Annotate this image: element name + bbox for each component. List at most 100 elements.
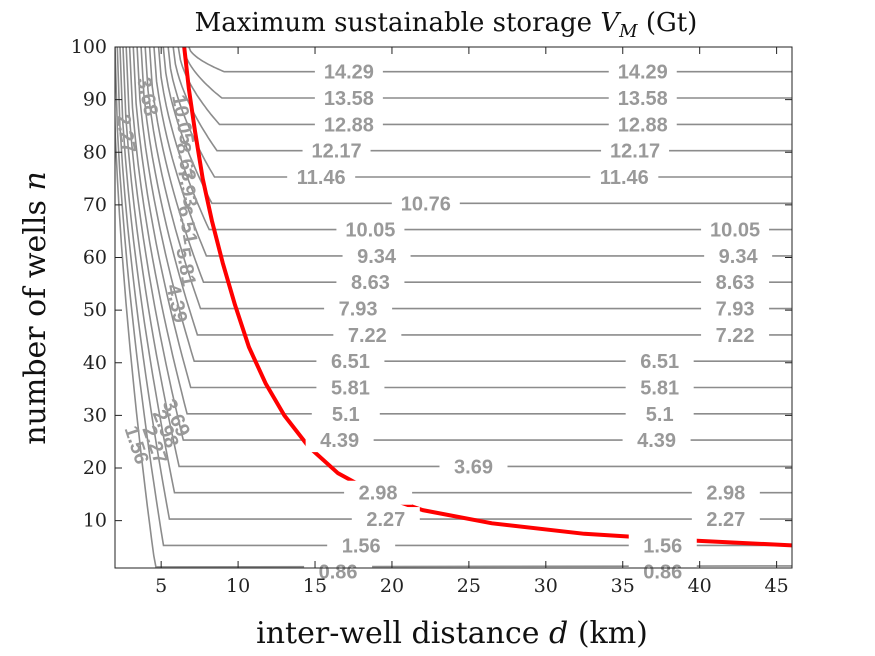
x-tick-label: 40 bbox=[688, 575, 712, 597]
contour-label-rotated: 5.81 bbox=[171, 246, 199, 288]
plot-area: 14.29 14.29 13.58 13.58 12.88 12.88 12.17 12.17… bbox=[111, 46, 793, 584]
contour-label: 2.27 bbox=[366, 509, 405, 531]
contour-line-3-69 bbox=[122, 47, 792, 468]
contour-label-bg bbox=[701, 217, 770, 242]
contour-line-6-51 bbox=[136, 47, 792, 362]
contour-label: 12.17 bbox=[312, 141, 362, 163]
contour-line-7-93 bbox=[144, 47, 792, 310]
contour-label: 13.58 bbox=[618, 88, 668, 110]
x-axis-label-symbol: d bbox=[549, 616, 568, 651]
x-tick-label: 20 bbox=[380, 575, 404, 597]
x-tick-label: 5 bbox=[155, 575, 167, 597]
contour-label: 12.88 bbox=[618, 114, 668, 136]
contour-label-bg bbox=[701, 322, 770, 347]
contour-label: 14.29 bbox=[324, 62, 374, 84]
contour-label: 8.63 bbox=[351, 272, 390, 294]
contour-line-7-22 bbox=[140, 47, 792, 336]
contour-label-bg bbox=[608, 112, 677, 137]
contour-label-bg bbox=[622, 428, 691, 453]
contour-label: 12.17 bbox=[610, 141, 660, 163]
contour-label-bg bbox=[314, 112, 383, 137]
contour-line-5-81 bbox=[132, 47, 792, 389]
contour-label: 0.86 bbox=[319, 562, 358, 584]
chart-title-subscript: M bbox=[618, 21, 638, 42]
contour-label-bg bbox=[625, 401, 694, 426]
contour-label-bg bbox=[608, 59, 677, 84]
y-tick-label: 40 bbox=[83, 352, 107, 374]
contour-label-rotated: 4.39 bbox=[161, 282, 191, 325]
contour-label-bg bbox=[316, 349, 385, 374]
contour-label-bg bbox=[625, 375, 694, 400]
contour-label-bg bbox=[391, 191, 460, 216]
contour-lines bbox=[115, 47, 792, 568]
y-axis-label-symbol: n bbox=[18, 171, 53, 190]
x-tick-label: 45 bbox=[765, 575, 789, 597]
chart-title-symbol: V bbox=[600, 8, 621, 38]
contour-label-bg bbox=[625, 349, 694, 374]
contour-label-bg bbox=[351, 507, 420, 532]
y-tick-label: 10 bbox=[83, 510, 107, 532]
contour-line-12-17 bbox=[172, 47, 792, 152]
contour-label: 2.98 bbox=[706, 483, 745, 505]
contour-label-bg bbox=[691, 507, 760, 532]
contour-label: 9.34 bbox=[719, 246, 759, 268]
contour-label: 2.27 bbox=[706, 509, 745, 531]
contour-label: 10.05 bbox=[710, 220, 760, 242]
y-axis-label-text: number of wells bbox=[18, 200, 53, 445]
chart-title: Maximum sustainable storage VM (Gt) bbox=[195, 8, 698, 44]
contour-label: 1.56 bbox=[643, 535, 682, 557]
contour-label-bg bbox=[327, 533, 396, 558]
contour-label: 10.76 bbox=[401, 193, 451, 215]
contour-label-bg bbox=[287, 164, 356, 189]
contour-label-bg bbox=[628, 559, 697, 584]
contour-line-1-56 bbox=[115, 47, 792, 547]
contour-label: 7.93 bbox=[716, 299, 755, 321]
contour-label: 6.51 bbox=[331, 351, 370, 373]
contour-label: 8.63 bbox=[716, 272, 755, 294]
contour-label: 7.22 bbox=[348, 325, 387, 347]
x-tick-label: 15 bbox=[303, 575, 327, 597]
y-tick-label: 30 bbox=[83, 404, 107, 426]
chart-title-unit: (Gt) bbox=[646, 8, 698, 38]
contour-label: 13.58 bbox=[324, 88, 374, 110]
y-tick-label: 60 bbox=[83, 247, 107, 269]
contour-line-0-86 bbox=[115, 92, 792, 568]
contour-label: 7.93 bbox=[339, 299, 378, 321]
contour-label-bg bbox=[628, 533, 697, 558]
contour-label-rotated: 10.05 bbox=[167, 93, 197, 146]
contour-label-bg bbox=[336, 217, 405, 242]
x-tick-label: 30 bbox=[534, 575, 558, 597]
contour-label-bg bbox=[333, 322, 402, 347]
contour-line-2-98 bbox=[119, 47, 792, 494]
contour-label-bg bbox=[701, 270, 770, 295]
y-axis-ticks: 10 20 30 40 50 60 70 80 90 100 bbox=[71, 36, 792, 532]
contour-label-bg bbox=[314, 59, 383, 84]
x-axis-label-unit: (km) bbox=[578, 616, 648, 651]
contour-label: 4.39 bbox=[637, 430, 676, 452]
contour-label-bg bbox=[324, 296, 393, 321]
contour-line-8-63 bbox=[148, 47, 792, 283]
contour-label-bg bbox=[608, 86, 677, 111]
contour-label-bg bbox=[439, 454, 508, 479]
contour-label-bg bbox=[344, 480, 413, 505]
contour-label: 12.88 bbox=[324, 114, 374, 136]
contour-line-11-46 bbox=[167, 47, 792, 178]
contour-line-14-29 bbox=[188, 47, 792, 73]
y-tick-label: 100 bbox=[71, 36, 107, 58]
contour-label: 5.1 bbox=[646, 404, 674, 426]
contour-label-rotated: 6.51 bbox=[173, 204, 201, 246]
contour-label-bg bbox=[701, 296, 770, 321]
y-tick-label: 50 bbox=[83, 299, 107, 321]
contour-label: 6.51 bbox=[640, 351, 679, 373]
contour-label: 2.98 bbox=[359, 483, 398, 505]
contour-line-10-05 bbox=[157, 47, 792, 231]
plot-frame bbox=[114, 46, 793, 569]
contour-label-bg bbox=[342, 243, 411, 268]
contour-line-5-1 bbox=[128, 47, 792, 415]
contour-label: 10.05 bbox=[345, 220, 395, 242]
y-tick-label: 80 bbox=[83, 141, 107, 163]
y-tick-label: 20 bbox=[83, 457, 107, 479]
contour-labels: 14.29 14.29 13.58 13.58 12.88 12.88 12.17 12.17… bbox=[111, 59, 773, 584]
optimal-curve-line bbox=[182, 47, 792, 548]
